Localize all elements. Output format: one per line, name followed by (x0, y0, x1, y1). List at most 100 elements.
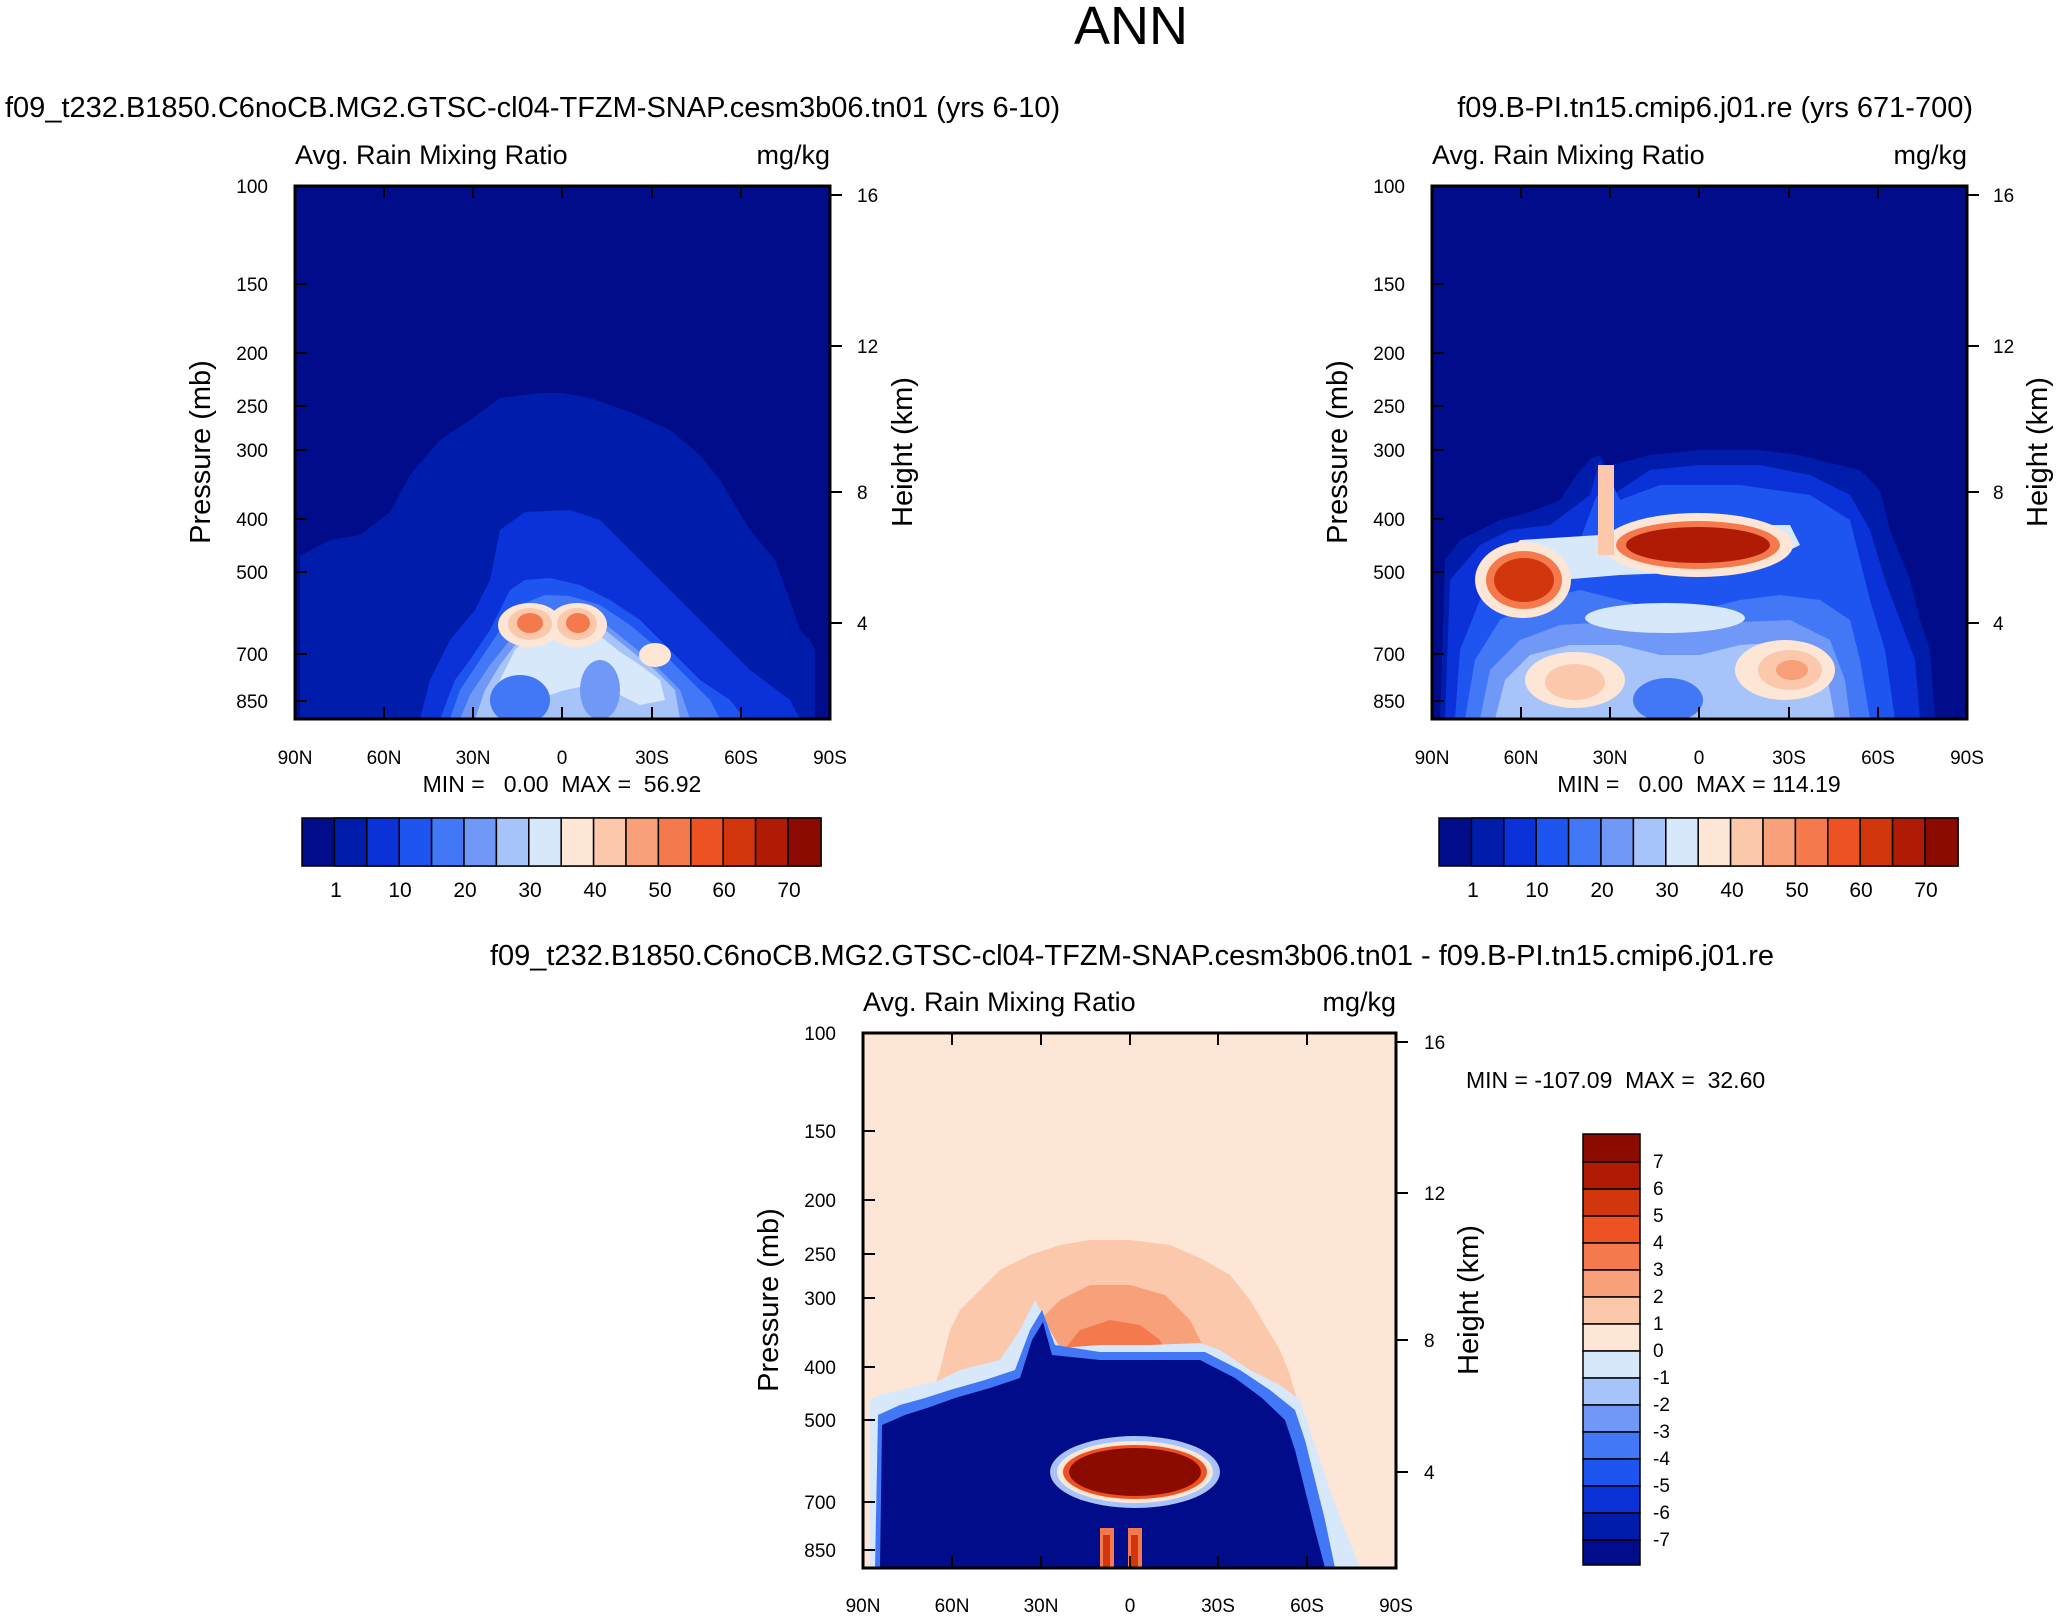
panel-3-ytick: 850 (804, 1541, 836, 1562)
panel-3-y2tick: 4 (1424, 1463, 1435, 1484)
panel-1-y2label: Height (km) (887, 377, 919, 527)
panel-3-variable: Avg. Rain Mixing Ratio (863, 987, 1136, 1017)
panel-1-xtick: 30S (635, 748, 669, 769)
panel-2-ytick: 200 (1373, 344, 1405, 365)
cb1-box (787, 817, 822, 867)
panel-2-yaxis: 100 150 200 250 300 400 500 700 850 Pres… (1322, 177, 1444, 713)
panel-3-y2tick: 12 (1424, 1184, 1445, 1205)
panel-2-variable: Avg. Rain Mixing Ratio (1432, 140, 1705, 170)
panel-1-y2tick: 16 (857, 186, 878, 207)
panel-3-ytick: 300 (804, 1289, 836, 1310)
cb3-box (1582, 1188, 1641, 1217)
cb1-label: 70 (777, 879, 800, 902)
cb3-label: -1 (1653, 1368, 1670, 1389)
cb1-label: 40 (583, 879, 606, 902)
panel-3-ylabel: Pressure (mb) (753, 1208, 785, 1392)
cb2-box (1762, 817, 1797, 867)
panel-3-ytick: 500 (804, 1411, 836, 1432)
panel-2-xtick: 0 (1694, 748, 1705, 769)
panel-2-ytick: 300 (1373, 441, 1405, 462)
panel-2-ytick: 700 (1373, 645, 1405, 666)
panel-2-nh-core (1494, 558, 1554, 602)
panel-1-low-blob-1 (490, 675, 550, 719)
cb1-box (722, 817, 757, 867)
cb3-box (1582, 1458, 1641, 1487)
cb1-label: 10 (388, 879, 411, 902)
panel-2-xtick: 60N (1504, 748, 1539, 769)
panel-3-ytick: 100 (804, 1024, 836, 1045)
cb3-label: -6 (1653, 1503, 1670, 1524)
cb1-label: 50 (648, 879, 671, 902)
cb3-box (1582, 1404, 1641, 1433)
cb2-label: 60 (1849, 879, 1872, 902)
panel-2-y2tick: 16 (1993, 186, 2014, 207)
panel-3-xtick: 30S (1201, 1596, 1235, 1616)
cb3-box (1582, 1269, 1641, 1298)
cb3-box (1582, 1377, 1641, 1406)
panel-1-contours (295, 186, 830, 719)
cb3-box (1582, 1512, 1641, 1541)
cb1-box (528, 817, 562, 867)
cb3-box (1582, 1242, 1641, 1271)
panel-3-colorbar: 7 6 5 4 3 2 1 0 -1 -2 -3 -4 -5 -6 -7 (1582, 1133, 1670, 1566)
panel-3-low-spike-3 (1103, 1535, 1110, 1568)
panel-3-ytick: 700 (804, 1493, 836, 1514)
panel-3-y2axis: 16 12 8 4 Height (km) (1396, 1033, 1485, 1484)
panel-2-ytick: 150 (1373, 275, 1405, 296)
cb3-box (1582, 1485, 1641, 1514)
panel-3-xtick: 60S (1290, 1596, 1324, 1616)
panel-1-units: mg/kg (756, 140, 830, 170)
panel-1: f09_t232.B1850.C6noCB.MG2.GTSC-cl04-TFZM… (5, 92, 1060, 902)
cb2-box (1600, 817, 1635, 867)
cb1-box (333, 817, 368, 867)
panel-1-y2axis: 16 12 8 4 Height (km) (830, 186, 919, 635)
cb1-box (657, 817, 692, 867)
panel-2-y2tick: 8 (1993, 483, 2004, 504)
cb3-label: 4 (1653, 1233, 1664, 1254)
panel-2-min-max: MIN = 0.00 MAX = 114.19 (1557, 771, 1840, 797)
panel-3-pos-core (1069, 1448, 1201, 1496)
cb3-box (1582, 1133, 1641, 1163)
cb2-label: 1 (1467, 879, 1479, 902)
cb2-label: 70 (1914, 879, 1937, 902)
panel-3-xtick: 0 (1125, 1596, 1136, 1616)
cb3-box (1582, 1431, 1641, 1460)
panel-2-ylabel: Pressure (mb) (1322, 360, 1354, 544)
panel-1-shoulder (639, 643, 671, 667)
panel-2-ytick: 850 (1373, 692, 1405, 713)
cb3-label: 0 (1653, 1341, 1664, 1362)
cb3-label: 6 (1653, 1179, 1664, 1200)
panel-3-xtick: 90N (846, 1596, 881, 1616)
cb2-box (1503, 817, 1537, 867)
cb2-box (1794, 817, 1829, 867)
panel-1-xtick: 0 (557, 748, 568, 769)
cb2-box (1567, 817, 1602, 867)
cb1-label: 30 (518, 879, 541, 902)
cb3-box (1582, 1296, 1641, 1325)
cb2-label: 20 (1590, 879, 1613, 902)
cb3-label: 7 (1653, 1152, 1664, 1173)
cb3-label: -2 (1653, 1395, 1670, 1416)
panel-1-yaxis: 100 150 200 250 300 400 500 700 850 Pres… (185, 177, 307, 713)
panel-1-ytick: 300 (236, 441, 268, 462)
cb2-box (1729, 817, 1764, 867)
cb1-box (366, 817, 400, 867)
panel-3-y2tick: 16 (1424, 1033, 1445, 1054)
panel-1-xtick: 60N (367, 748, 402, 769)
panel-2-ytick: 100 (1373, 177, 1405, 198)
cb3-label: -3 (1653, 1422, 1670, 1443)
panel-3-xtick: 30N (1024, 1596, 1059, 1616)
panel-2-y2tick: 12 (1993, 337, 2014, 358)
cb3-label: 5 (1653, 1206, 1664, 1227)
panel-1-y2tick: 12 (857, 337, 878, 358)
panel-1-low-blob-2 (580, 660, 620, 719)
panel-1-min-max: MIN = 0.00 MAX = 56.92 (423, 771, 702, 797)
cb2-box (1632, 817, 1667, 867)
panel-1-y2tick: 4 (857, 614, 868, 635)
panel-2-xtick: 30N (1593, 748, 1628, 769)
panel-1-variable: Avg. Rain Mixing Ratio (295, 140, 568, 170)
panel-2-mid-pale (1585, 603, 1745, 633)
panel-2-y2tick: 4 (1993, 614, 2004, 635)
panel-2-ytick: 400 (1373, 510, 1405, 531)
